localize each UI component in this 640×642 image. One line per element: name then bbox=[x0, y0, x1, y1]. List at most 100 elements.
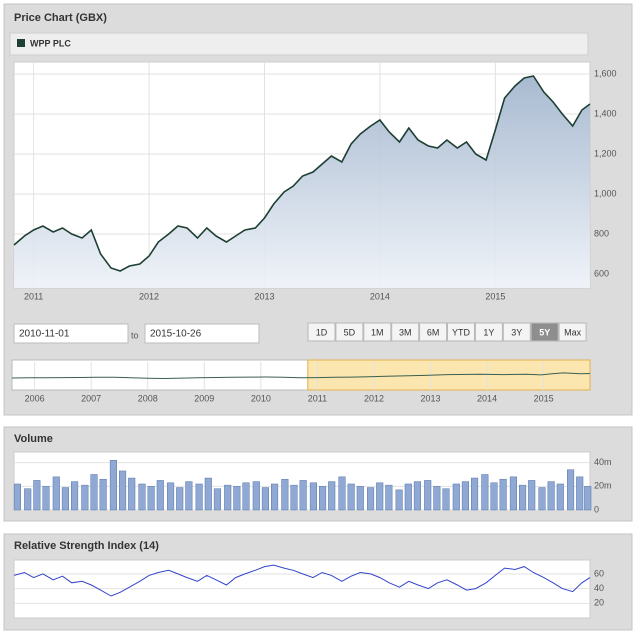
volume-bar bbox=[176, 487, 184, 511]
range-label: 6M bbox=[427, 327, 440, 337]
volume-bar bbox=[61, 487, 69, 511]
volume-bar bbox=[52, 476, 60, 511]
x-tick-label: 2008 bbox=[138, 393, 158, 403]
range-button[interactable] bbox=[474, 322, 503, 342]
x-tick-label: 2007 bbox=[81, 393, 101, 403]
date-input[interactable] bbox=[13, 323, 129, 344]
range-label: 1D bbox=[316, 327, 328, 337]
volume-bar bbox=[224, 484, 232, 511]
volume-bar bbox=[261, 487, 269, 511]
volume-bar bbox=[213, 488, 221, 511]
y-tick-label: 60 bbox=[594, 568, 604, 578]
volume-bar bbox=[376, 482, 384, 511]
volume-bar bbox=[433, 486, 441, 511]
volume-bar bbox=[367, 487, 375, 511]
legend-label[interactable]: WPP PLC bbox=[30, 38, 71, 48]
volume-bar bbox=[338, 476, 346, 511]
range-label: Max bbox=[564, 327, 582, 337]
volume-bar bbox=[99, 478, 107, 511]
volume-bar bbox=[547, 481, 555, 511]
y-tick-label: 0 bbox=[594, 504, 599, 514]
volume-bar bbox=[509, 476, 517, 511]
volume-bar bbox=[395, 489, 403, 511]
to-date: 2015-10-26 bbox=[150, 329, 202, 340]
volume-bar bbox=[385, 484, 393, 511]
x-tick-label: 2011 bbox=[24, 291, 43, 301]
x-tick-label: 2013 bbox=[254, 291, 274, 301]
range-label: 5D bbox=[344, 327, 356, 337]
range-label: YTD bbox=[452, 327, 471, 337]
volume-bar bbox=[42, 486, 50, 511]
x-tick-label: 2012 bbox=[139, 291, 159, 301]
x-tick-label: 2009 bbox=[194, 393, 214, 403]
line bbox=[13, 564, 591, 597]
range-button[interactable] bbox=[502, 322, 531, 342]
volume-bar bbox=[442, 488, 450, 511]
legend-swatch bbox=[17, 39, 25, 47]
from-date: 2010-11-01 bbox=[19, 329, 70, 340]
volume-bar bbox=[156, 480, 164, 511]
price-line bbox=[13, 75, 591, 272]
range-button[interactable] bbox=[307, 322, 336, 342]
volume-bar bbox=[185, 481, 193, 511]
volume-bar bbox=[347, 483, 355, 511]
range-button[interactable] bbox=[558, 322, 587, 342]
volume-bar bbox=[13, 483, 21, 511]
x-tick-label: 2014 bbox=[370, 291, 390, 301]
volume-bar bbox=[281, 478, 289, 511]
range-label: 3M bbox=[399, 327, 412, 337]
legend-box bbox=[9, 32, 589, 56]
volume-bar bbox=[471, 477, 479, 511]
volume-bar bbox=[499, 478, 507, 511]
volume-bar bbox=[138, 483, 146, 511]
volume-bar bbox=[33, 480, 41, 511]
volume-bar bbox=[328, 481, 336, 511]
volume-bar bbox=[538, 487, 546, 511]
chart-title: Volume bbox=[14, 433, 53, 445]
chart-title: Relative Strength Index (14) bbox=[14, 540, 159, 552]
y-tick-label: 600 bbox=[594, 268, 609, 278]
volume-bar bbox=[404, 483, 412, 511]
volume-bar bbox=[481, 474, 489, 511]
volume-bar bbox=[147, 486, 155, 511]
volume-bar bbox=[233, 486, 241, 511]
y-tick-label: 40m bbox=[594, 457, 612, 467]
range-button[interactable] bbox=[419, 322, 448, 342]
volume-bar bbox=[452, 483, 460, 511]
x-tick-label: 2013 bbox=[420, 393, 440, 403]
volume-bar bbox=[413, 481, 421, 511]
range-label: 5Y bbox=[539, 327, 550, 337]
range-button[interactable] bbox=[335, 322, 364, 342]
range-button[interactable] bbox=[391, 322, 420, 342]
x-tick-label: 2015 bbox=[485, 291, 505, 301]
volume-bar bbox=[290, 484, 298, 511]
volume-bar bbox=[490, 482, 498, 511]
volume-bar bbox=[90, 474, 98, 511]
volume-bar bbox=[204, 477, 212, 511]
to-label: to bbox=[131, 330, 139, 340]
volume-bar bbox=[319, 486, 327, 511]
x-tick-label: 2006 bbox=[25, 393, 45, 403]
x-tick-label: 2014 bbox=[477, 393, 497, 403]
range-button[interactable] bbox=[447, 322, 475, 342]
volume-bar bbox=[584, 486, 592, 511]
volume-bar bbox=[567, 469, 575, 511]
y-tick-label: 1,600 bbox=[594, 68, 617, 78]
y-tick-label: 1,200 bbox=[594, 148, 617, 158]
volume-bar bbox=[81, 484, 89, 511]
volume-bar bbox=[461, 481, 469, 511]
volume-bar bbox=[242, 482, 250, 511]
y-tick-label: 1,000 bbox=[594, 188, 617, 198]
x-tick-label: 2015 bbox=[534, 393, 554, 403]
range-button[interactable] bbox=[363, 322, 392, 342]
y-tick-label: 20m bbox=[594, 481, 612, 491]
range-button[interactable] bbox=[530, 322, 559, 342]
volume-bar bbox=[71, 481, 79, 511]
date-input[interactable] bbox=[144, 323, 260, 344]
line bbox=[11, 372, 591, 380]
volume-bar bbox=[309, 482, 317, 511]
volume-bar bbox=[528, 480, 536, 511]
volume-bar bbox=[167, 482, 175, 511]
volume-bar bbox=[128, 477, 136, 511]
